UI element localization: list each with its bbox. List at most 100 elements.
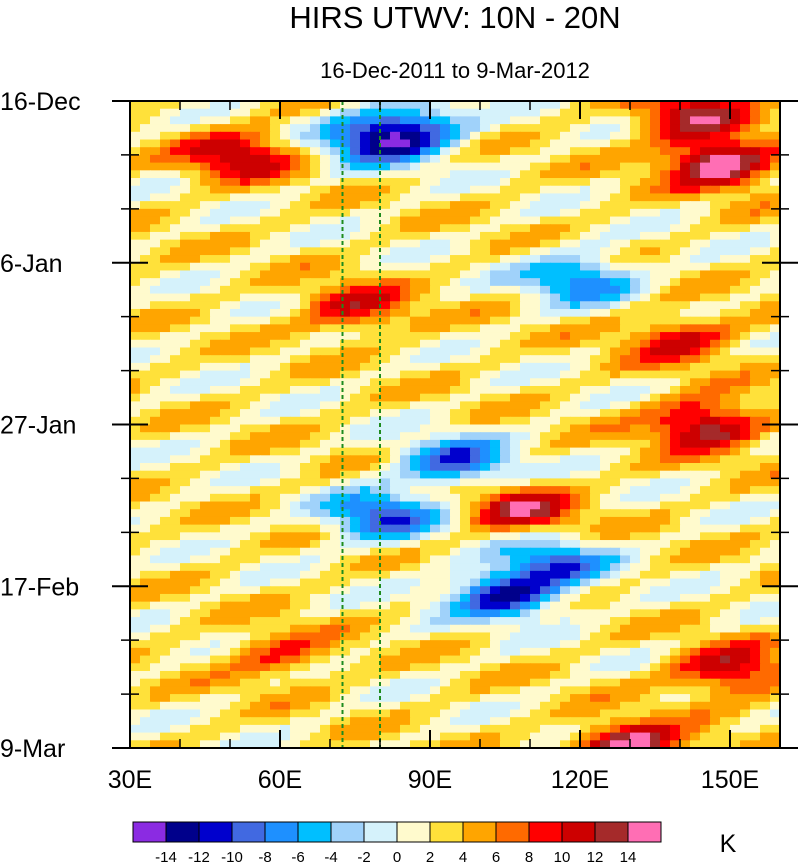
heatmap-cell	[150, 663, 161, 672]
heatmap-cell	[390, 116, 401, 125]
heatmap-cell	[200, 332, 211, 341]
heatmap-cell	[490, 324, 501, 333]
heatmap-cell	[650, 586, 661, 595]
heatmap-cell	[580, 355, 591, 364]
heatmap-cell	[560, 316, 571, 325]
heatmap-cell	[730, 370, 741, 379]
heatmap-cell	[190, 586, 201, 595]
heatmap-cell	[140, 278, 151, 287]
heatmap-cell	[130, 301, 141, 310]
heatmap-cell	[760, 493, 771, 503]
heatmap-cell	[270, 124, 281, 133]
heatmap-cell	[570, 231, 581, 241]
heatmap-cell	[730, 247, 741, 256]
heatmap-cell	[460, 555, 471, 564]
heatmap-cell	[490, 432, 501, 441]
heatmap-cell	[640, 470, 651, 480]
heatmap-cell	[180, 563, 191, 572]
heatmap-cell	[560, 185, 571, 195]
heatmap-cell	[530, 355, 541, 364]
heatmap-cell	[190, 509, 201, 518]
heatmap-cell	[550, 655, 561, 664]
heatmap-cell	[390, 131, 401, 141]
heatmap-cell	[620, 231, 631, 241]
heatmap-cell	[150, 193, 161, 202]
heatmap-cell	[730, 255, 741, 264]
heatmap-cell	[400, 478, 411, 487]
heatmap-cell	[620, 609, 631, 618]
heatmap-cell	[770, 617, 780, 626]
heatmap-cell	[480, 201, 491, 210]
heatmap-cell	[410, 293, 421, 302]
heatmap-cell	[640, 486, 651, 495]
heatmap-cell	[250, 416, 261, 426]
heatmap-cell	[180, 493, 191, 503]
heatmap-cell	[350, 131, 361, 141]
heatmap-cell	[330, 624, 341, 634]
heatmap-cell	[240, 224, 251, 233]
heatmap-cell	[560, 147, 571, 156]
heatmap-cell	[400, 139, 411, 148]
heatmap-cell	[340, 285, 351, 295]
heatmap-cell	[590, 131, 601, 141]
heatmap-cell	[160, 686, 171, 695]
heatmap-cell	[160, 347, 171, 356]
heatmap-cell	[190, 416, 201, 426]
heatmap-cell	[180, 139, 191, 148]
heatmap-cell	[600, 516, 611, 526]
heatmap-cell	[660, 455, 671, 464]
heatmap-cell	[160, 593, 171, 603]
heatmap-cell	[340, 501, 351, 510]
heatmap-cell	[710, 116, 721, 125]
heatmap-cell	[300, 593, 311, 603]
heatmap-cell	[550, 362, 561, 372]
heatmap-cell	[500, 247, 511, 256]
heatmap-cell	[710, 624, 721, 634]
heatmap-cell	[730, 532, 741, 541]
heatmap-cell	[340, 547, 351, 557]
heatmap-cell	[250, 231, 261, 241]
heatmap-cell	[490, 447, 501, 456]
heatmap-cell	[650, 170, 661, 179]
heatmap-cell	[570, 270, 581, 279]
heatmap-cell	[180, 208, 191, 218]
heatmap-cell	[660, 570, 671, 580]
heatmap-cell	[130, 162, 141, 171]
heatmap-cell	[570, 416, 581, 426]
heatmap-cell	[570, 116, 581, 125]
heatmap-cell	[270, 278, 281, 287]
heatmap-cell	[480, 678, 491, 687]
heatmap-cell	[310, 678, 321, 687]
heatmap-cell	[690, 101, 701, 110]
heatmap-cell	[500, 116, 511, 125]
heatmap-cell	[630, 185, 641, 195]
heatmap-cell	[520, 578, 531, 587]
heatmap-cell	[660, 255, 671, 264]
heatmap-cell	[490, 247, 501, 256]
heatmap-cell	[730, 270, 741, 279]
heatmap-cell	[400, 308, 411, 318]
heatmap-cell	[390, 547, 401, 557]
heatmap-cell	[130, 563, 141, 572]
heatmap-cell	[590, 455, 601, 464]
heatmap-cell	[220, 278, 231, 287]
heatmap-cell	[380, 455, 391, 464]
heatmap-cell	[770, 316, 780, 325]
heatmap-cell	[740, 347, 751, 356]
heatmap-cell	[710, 586, 721, 595]
heatmap-cell	[390, 162, 401, 171]
heatmap-cell	[350, 101, 361, 110]
heatmap-cell	[380, 439, 391, 449]
heatmap-cell	[280, 447, 291, 456]
heatmap-cell	[370, 524, 381, 533]
heatmap-cell	[620, 555, 631, 564]
heatmap-cell	[450, 270, 461, 279]
heatmap-cell	[670, 393, 681, 402]
heatmap-cell	[570, 555, 581, 564]
heatmap-cell	[270, 239, 281, 248]
heatmap-cell	[520, 570, 531, 580]
heatmap-cell	[410, 578, 421, 587]
heatmap-cell	[660, 332, 671, 341]
heatmap-cell	[770, 162, 780, 171]
heatmap-cell	[230, 255, 241, 264]
